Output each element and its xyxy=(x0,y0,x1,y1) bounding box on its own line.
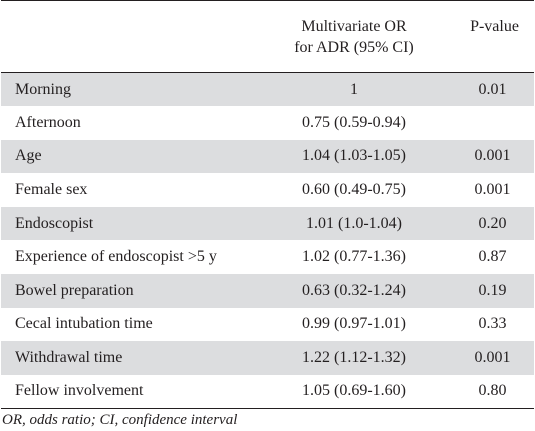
row-or: 1.01 (1.0-1.04) xyxy=(306,214,402,232)
row-label: Afternoon xyxy=(15,113,81,131)
header-or: Multivariate OR for ADR (95% CI) xyxy=(253,1,455,73)
row-pvalue: 0.20 xyxy=(478,214,507,232)
row-label: Fellow involvement xyxy=(15,382,144,400)
table-row: Age 1.04 (1.03-1.05) 0.001 xyxy=(1,139,534,174)
table-header-row: Multivariate OR for ADR (95% CI) P-value xyxy=(1,0,534,73)
table-row: Withdrawal time 1.22 (1.12-1.32) 0.001 xyxy=(1,341,534,375)
header-or-line1: Multivariate OR xyxy=(301,18,407,35)
row-or: 1.04 (1.03-1.05) xyxy=(302,147,406,165)
row-pvalue: 0.19 xyxy=(478,281,507,299)
row-label: Experience of endoscopist >5 y xyxy=(15,248,217,266)
table-row: Bowel preparation 0.63 (0.32-1.24) 0.19 xyxy=(1,274,534,308)
row-label: Female sex xyxy=(15,181,88,199)
row-label: Bowel preparation xyxy=(15,281,134,299)
row-pvalue: 0.001 xyxy=(474,349,511,367)
row-label: Cecal intubation time xyxy=(15,315,153,333)
row-or: 0.63 (0.32-1.24) xyxy=(302,281,406,299)
header-or-line2: for ADR (95% CI) xyxy=(294,39,414,56)
table-row: Afternoon 0.75 (0.59-0.94) xyxy=(1,106,534,140)
row-pvalue: 0.80 xyxy=(478,382,507,400)
header-stub xyxy=(1,1,253,73)
row-or: 1.22 (1.12-1.32) xyxy=(302,349,406,367)
row-label: Morning xyxy=(15,80,71,98)
row-or: 0.99 (0.97-1.01) xyxy=(302,315,406,333)
table-row: Endoscopist 1.01 (1.0-1.04) 0.20 xyxy=(1,206,534,241)
row-or: 0.60 (0.49-0.75) xyxy=(302,181,406,199)
row-or: 1.05 (0.69-1.60) xyxy=(302,382,406,400)
row-or: 1.02 (0.77-1.36) xyxy=(302,248,406,266)
row-pvalue: 0.001 xyxy=(474,147,511,165)
row-pvalue xyxy=(455,106,534,140)
table-footnote: OR, odds ratio; CI, confidence interval xyxy=(2,411,238,428)
table-row: Cecal intubation time 0.99 (0.97-1.01) 0… xyxy=(1,307,534,342)
table-row: Experience of endoscopist >5 y 1.02 (0.7… xyxy=(1,240,534,275)
table-row: Female sex 0.60 (0.49-0.75) 0.001 xyxy=(1,173,534,207)
row-pvalue: 0.001 xyxy=(474,181,511,199)
header-pvalue: P-value xyxy=(470,18,519,35)
row-label: Withdrawal time xyxy=(15,349,123,367)
row-or: 0.75 (0.59-0.94) xyxy=(302,113,406,131)
row-label: Endoscopist xyxy=(15,214,94,232)
row-pvalue: 0.01 xyxy=(478,80,507,98)
table-row: Fellow involvement 1.05 (0.69-1.60) 0.80 xyxy=(1,374,534,409)
odds-ratio-table: Multivariate OR for ADR (95% CI) P-value… xyxy=(1,0,534,409)
row-pvalue: 0.33 xyxy=(478,315,507,333)
row-or: 1 xyxy=(350,80,358,98)
row-label: Age xyxy=(15,147,42,165)
row-pvalue: 0.87 xyxy=(478,248,507,266)
table-row: Morning 1 0.01 xyxy=(1,72,534,107)
